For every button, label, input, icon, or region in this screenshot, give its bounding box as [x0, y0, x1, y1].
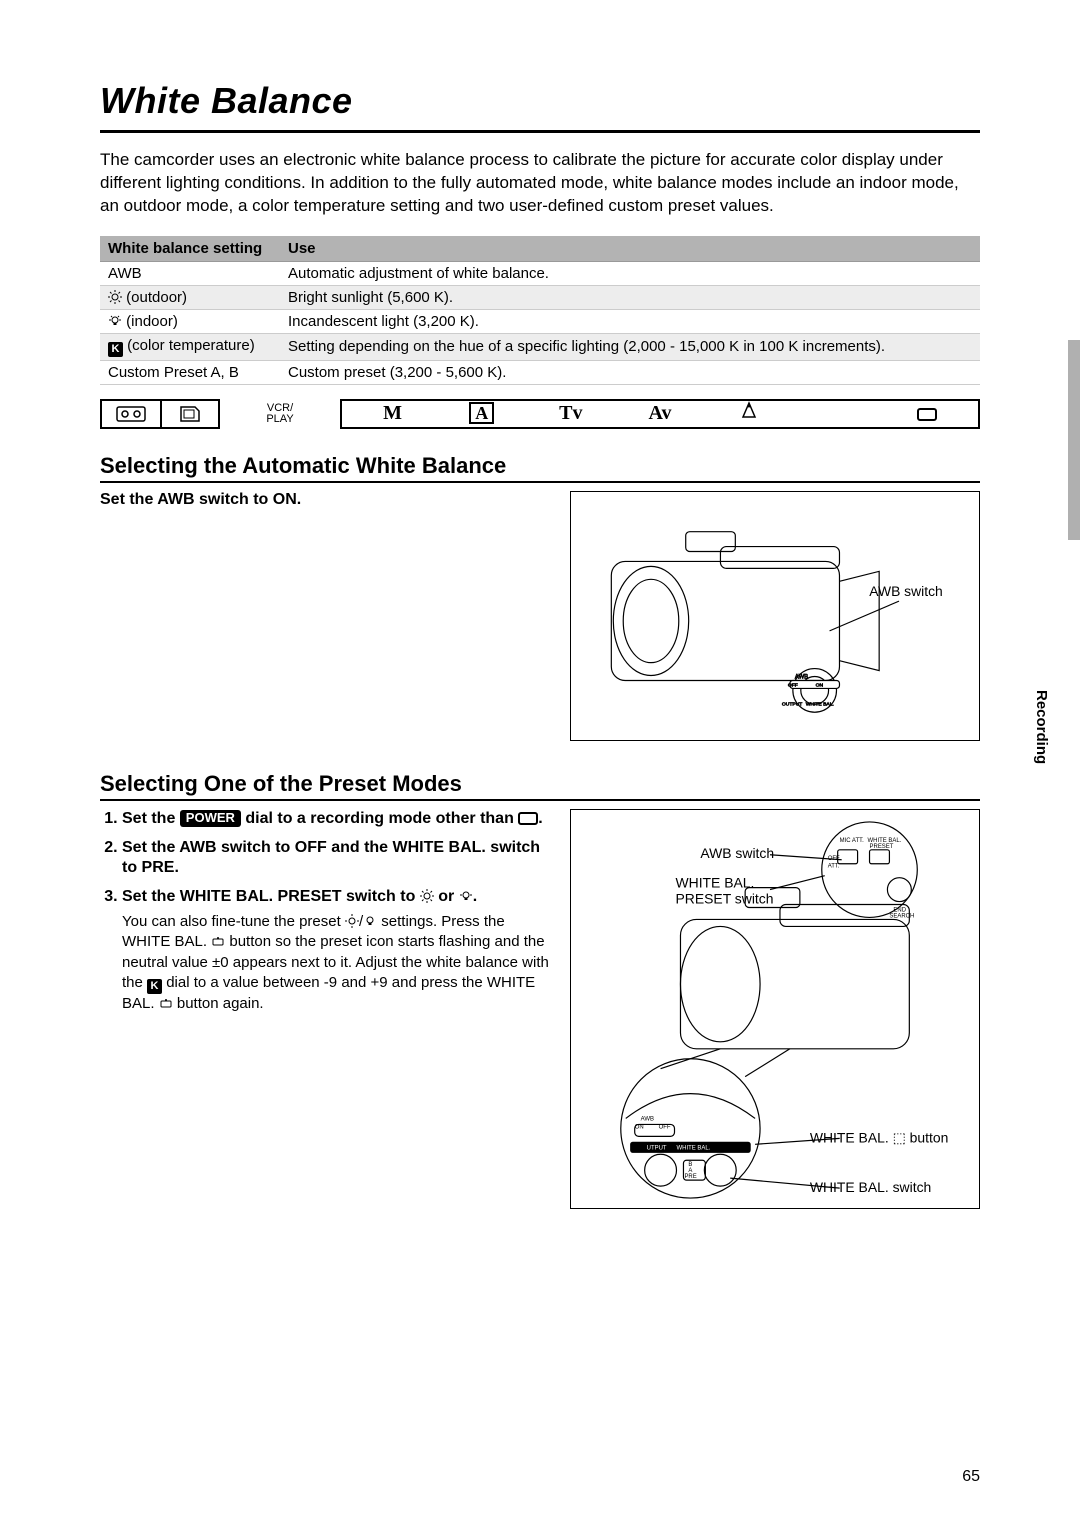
section-heading-preset: Selecting One of the Preset Modes [100, 771, 980, 801]
setting-text: AWB [108, 265, 142, 282]
illus2-awb-label: AWB switch [700, 845, 774, 861]
svg-text:PRE: PRE [684, 1174, 696, 1180]
table-row: (indoor) Incandescent light (3,200 K). [100, 309, 980, 333]
table-row: AWB Automatic adjustment of white balanc… [100, 261, 980, 285]
bulb-icon [459, 889, 473, 903]
svg-text:AWB: AWB [641, 1116, 654, 1122]
mode-m: M [348, 402, 437, 425]
svg-text:UTPUT: UTPUT [647, 1145, 667, 1151]
use-text: Incandescent light (3,200 K). [280, 309, 980, 333]
use-text: Custom preset (3,200 - 5,600 K). [280, 360, 980, 384]
setting-text: (outdoor) [122, 289, 187, 306]
table-header-setting: White balance setting [100, 236, 280, 262]
camcorder-illustration-2: MIC ATT. WHITE BAL. PRESET OFF ATT. END … [570, 809, 980, 1209]
mode-night-icon [794, 401, 883, 427]
setting-text: (color temperature) [123, 337, 255, 354]
camcorder-illustration-1: AWB switch AWB OFF ON OUTPUT WHITE BAL. [570, 491, 980, 741]
page-number: 65 [962, 1468, 980, 1486]
setting-text: Custom Preset A, B [108, 364, 239, 381]
vcr-play-label: VCR/ PLAY [220, 399, 340, 429]
svg-text:OUTPUT: OUTPUT [782, 701, 802, 707]
side-tab [1068, 340, 1080, 540]
svg-text:OFF: OFF [659, 1124, 671, 1130]
step-3: Set the WHITE BAL. PRESET switch to or .… [122, 887, 552, 1014]
illus-label-awb: AWB switch [869, 583, 943, 599]
table-row: Custom Preset A, B Custom preset (3,200 … [100, 360, 980, 384]
table-row: (outdoor) Bright sunlight (5,600 K). [100, 285, 980, 309]
setting-text: (indoor) [122, 313, 178, 330]
tape-icon [100, 399, 160, 429]
use-text: Bright sunlight (5,600 K). [280, 285, 980, 309]
use-text: Automatic adjustment of white balance. [280, 261, 980, 285]
bulb-icon [108, 314, 122, 328]
svg-text:SEARCH: SEARCH [889, 913, 914, 919]
sun-icon [345, 914, 359, 928]
mode-a: A [437, 402, 526, 425]
white-balance-table: White balance setting Use AWB Automatic … [100, 236, 980, 385]
illus2-preset-label: WHITE BAL. [676, 874, 755, 890]
side-section-label: Recording [1033, 690, 1050, 764]
svg-text:OFF: OFF [788, 682, 798, 688]
svg-text:WHITE BAL.: WHITE BAL. [806, 701, 834, 707]
svg-text:MIC ATT.: MIC ATT. [840, 838, 864, 844]
use-text: Setting depending on the hue of a specif… [280, 333, 980, 360]
svg-text:OFF: OFF [828, 856, 840, 862]
mode-tv: Tv [526, 402, 615, 425]
table-row: K (color temperature) Setting depending … [100, 333, 980, 360]
mode-easy-icon [883, 402, 972, 425]
steps-list: Set the POWER dial to a recording mode o… [100, 809, 552, 1014]
svg-text:ATT.: ATT. [828, 864, 840, 870]
set-button-icon [211, 934, 225, 948]
k-icon: K [147, 979, 162, 994]
illus2-button-label: WHITE BAL. ⬚ button [810, 1129, 949, 1145]
mode-icons-row: M A Tv Av [340, 399, 980, 429]
illus2-switch-label: WHITE BAL. switch [810, 1179, 931, 1195]
svg-text:WHITE BAL.: WHITE BAL. [676, 1145, 710, 1151]
sun-icon [108, 290, 122, 304]
svg-text:PRESET: PRESET [870, 844, 894, 850]
set-button-icon [159, 996, 173, 1010]
manual-page: Recording White Balance The camcorder us… [0, 0, 1080, 1526]
bulb-icon [363, 914, 377, 928]
mode-spotlight-icon [705, 401, 794, 427]
step-1: Set the POWER dial to a recording mode o… [122, 809, 552, 830]
awb-instruction: Set the AWB switch to ON. [100, 491, 552, 509]
svg-text:AWB: AWB [795, 674, 808, 680]
sun-icon [420, 889, 434, 903]
power-pill: POWER [180, 810, 241, 827]
intro-paragraph: The camcorder uses an electronic white b… [100, 149, 980, 218]
page-title: White Balance [100, 80, 980, 133]
sd-icon [160, 399, 220, 429]
svg-text:ON: ON [816, 682, 824, 688]
k-icon: K [108, 342, 123, 357]
step-3-note: You can also fine-tune the preset / sett… [122, 912, 552, 1014]
section-heading-awb: Selecting the Automatic White Balance [100, 453, 980, 483]
mode-av: Av [615, 402, 704, 425]
step-2: Set the AWB switch to OFF and the WHITE … [122, 838, 552, 880]
mode-bar: VCR/ PLAY M A Tv Av [100, 399, 980, 429]
svg-text:ON: ON [635, 1124, 644, 1130]
illus2-preset-label2: PRESET switch [676, 890, 774, 906]
table-header-use: Use [280, 236, 980, 262]
easy-mode-icon [518, 812, 538, 825]
